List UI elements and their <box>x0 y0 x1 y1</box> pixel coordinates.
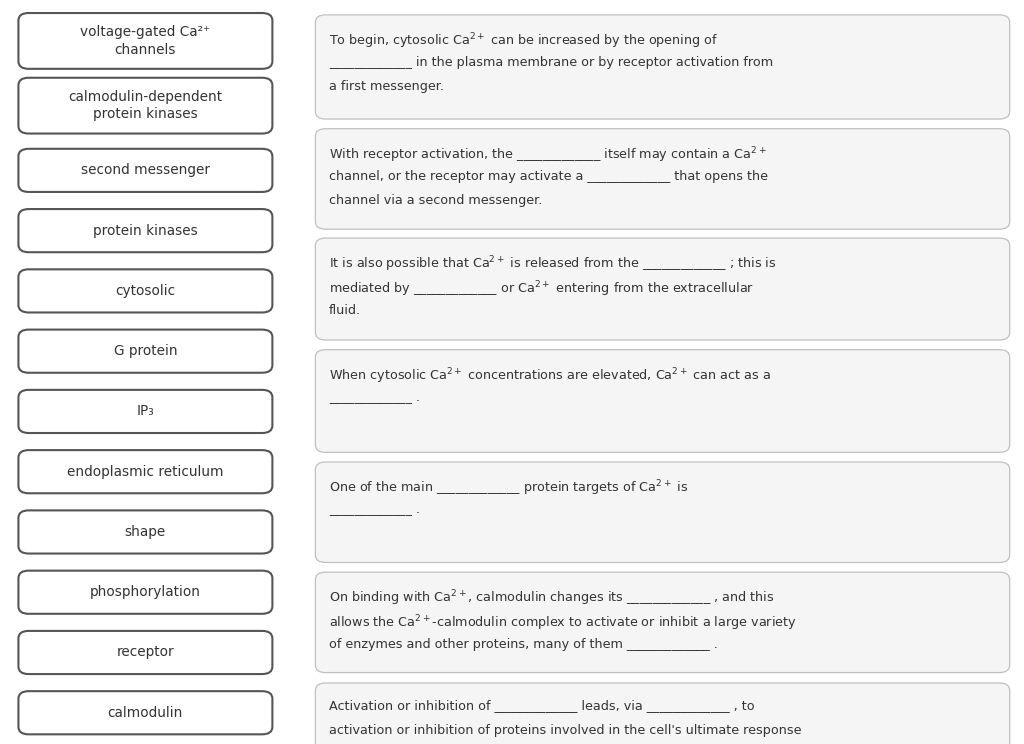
FancyBboxPatch shape <box>315 462 1010 562</box>
FancyBboxPatch shape <box>315 15 1010 119</box>
FancyBboxPatch shape <box>18 691 272 734</box>
Text: Activation or inhibition of _____________ leads, via _____________ , to: Activation or inhibition of ____________… <box>329 699 755 712</box>
Text: _____________ .: _____________ . <box>329 503 420 516</box>
Text: On binding with Ca$^{2+}$, calmodulin changes its _____________ , and this: On binding with Ca$^{2+}$, calmodulin ch… <box>329 589 774 608</box>
Text: receptor: receptor <box>117 646 174 659</box>
Text: voltage-gated Ca²⁺
channels: voltage-gated Ca²⁺ channels <box>80 25 211 57</box>
Text: second messenger: second messenger <box>81 164 210 177</box>
Text: calmodulin-dependent
protein kinases: calmodulin-dependent protein kinases <box>69 90 222 121</box>
Text: mediated by _____________ or Ca$^{2+}$ entering from the extracellular: mediated by _____________ or Ca$^{2+}$ e… <box>329 279 754 298</box>
Text: _____________ .: _____________ . <box>329 391 420 403</box>
Text: With receptor activation, the _____________ itself may contain a Ca$^{2+}$: With receptor activation, the __________… <box>329 145 766 164</box>
FancyBboxPatch shape <box>18 330 272 373</box>
FancyBboxPatch shape <box>18 510 272 554</box>
Text: phosphorylation: phosphorylation <box>90 586 201 599</box>
Text: shape: shape <box>125 525 166 539</box>
Text: activation or inhibition of proteins involved in the cell's ultimate response: activation or inhibition of proteins inv… <box>329 724 801 737</box>
Text: allows the Ca$^{2+}$-calmodulin complex to activate or inhibit a large variety: allows the Ca$^{2+}$-calmodulin complex … <box>329 613 797 632</box>
Text: calmodulin: calmodulin <box>108 706 183 719</box>
FancyBboxPatch shape <box>18 269 272 312</box>
Text: One of the main _____________ protein targets of Ca$^{2+}$ is: One of the main _____________ protein ta… <box>329 478 688 498</box>
FancyBboxPatch shape <box>315 683 1010 744</box>
FancyBboxPatch shape <box>18 13 272 69</box>
Text: cytosolic: cytosolic <box>116 284 175 298</box>
FancyBboxPatch shape <box>315 572 1010 673</box>
Text: of enzymes and other proteins, many of them _____________ .: of enzymes and other proteins, many of t… <box>329 638 718 650</box>
Text: channel, or the receptor may activate a _____________ that opens the: channel, or the receptor may activate a … <box>329 170 768 182</box>
Text: channel via a second messenger.: channel via a second messenger. <box>329 194 542 207</box>
Text: protein kinases: protein kinases <box>93 224 198 237</box>
Text: It is also possible that Ca$^{2+}$ is released from the _____________ ; this is: It is also possible that Ca$^{2+}$ is re… <box>329 254 776 274</box>
Text: fluid.: fluid. <box>329 304 360 316</box>
Text: G protein: G protein <box>114 344 177 358</box>
FancyBboxPatch shape <box>315 238 1010 340</box>
FancyBboxPatch shape <box>315 129 1010 229</box>
FancyBboxPatch shape <box>18 571 272 614</box>
FancyBboxPatch shape <box>18 209 272 252</box>
FancyBboxPatch shape <box>18 78 272 133</box>
Text: To begin, cytosolic Ca$^{2+}$ can be increased by the opening of: To begin, cytosolic Ca$^{2+}$ can be inc… <box>329 31 718 51</box>
Text: _____________ in the plasma membrane or by receptor activation from: _____________ in the plasma membrane or … <box>329 56 773 68</box>
FancyBboxPatch shape <box>18 631 272 674</box>
Text: When cytosolic Ca$^{2+}$ concentrations are elevated, Ca$^{2+}$ can act as a: When cytosolic Ca$^{2+}$ concentrations … <box>329 366 771 385</box>
Text: a first messenger.: a first messenger. <box>329 80 443 93</box>
FancyBboxPatch shape <box>18 149 272 192</box>
Text: IP₃: IP₃ <box>136 405 155 418</box>
Text: endoplasmic reticulum: endoplasmic reticulum <box>68 465 223 478</box>
FancyBboxPatch shape <box>315 350 1010 452</box>
FancyBboxPatch shape <box>18 390 272 433</box>
FancyBboxPatch shape <box>18 450 272 493</box>
